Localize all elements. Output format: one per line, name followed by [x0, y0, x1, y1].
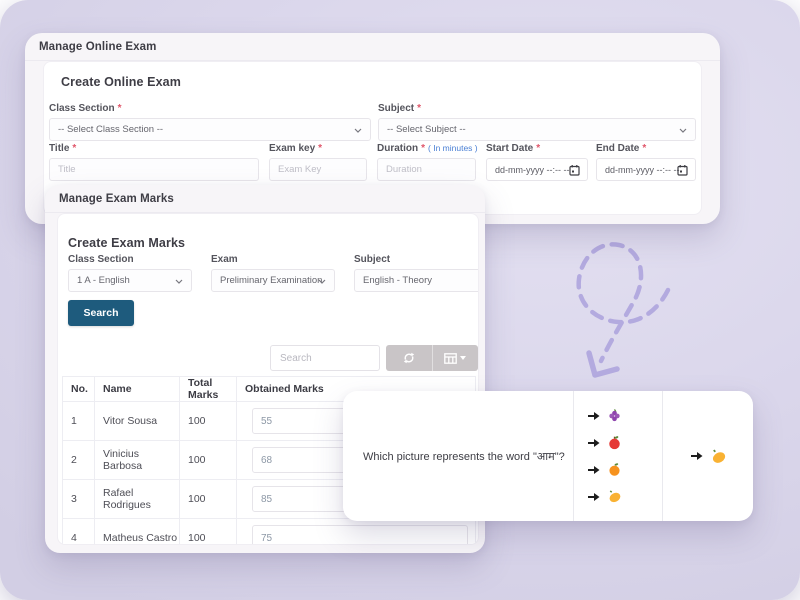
- col-header-no: No.: [62, 376, 95, 402]
- arrow-right-icon: [588, 411, 600, 420]
- class-section-field: Class Section * -- Select Class Section -…: [49, 103, 371, 141]
- table-row: 4 Matheus Castro 100: [62, 518, 476, 544]
- question-preview-card: Which picture represents the word "आम"?: [343, 391, 753, 521]
- doodle-arrow-icon: [576, 242, 671, 378]
- chevron-down-icon: [318, 279, 326, 284]
- table-search-input[interactable]: [270, 345, 380, 371]
- option-row: [574, 402, 662, 429]
- caret-down-icon: [460, 356, 467, 360]
- start-date-field: Start Date * dd-mm-yyyy --:-- --: [486, 143, 588, 181]
- arrow-right-icon: [690, 452, 702, 460]
- option-row: [574, 456, 662, 483]
- col-header-name: Name: [94, 376, 180, 402]
- chevron-down-icon: [679, 128, 687, 133]
- window-title: Manage Online Exam: [25, 33, 720, 61]
- calendar-icon: [677, 165, 688, 176]
- calendar-icon: [569, 165, 580, 176]
- exam-field: Exam Preliminary Examination: [211, 254, 335, 292]
- end-date-field: End Date * dd-mm-yyyy --:-- --: [596, 143, 696, 181]
- exam-key-field: Exam key *: [269, 143, 367, 181]
- search-button[interactable]: Search: [68, 300, 134, 326]
- exam-select[interactable]: Preliminary Examination: [211, 269, 335, 292]
- subject-field: Subject * -- Select Subject --: [378, 103, 696, 141]
- subject-select[interactable]: -- Select Subject --: [378, 118, 696, 141]
- section-title: Create Exam Marks: [68, 236, 186, 250]
- table-header-row: No. Name Total Marks Obtained Marks: [62, 376, 476, 402]
- arrow-right-icon: [588, 438, 600, 447]
- subject-select[interactable]: English - Theory: [354, 269, 478, 292]
- refresh-icon: [403, 352, 414, 364]
- question-text: Which picture represents the word "आम"?: [363, 450, 565, 463]
- create-online-exam-panel: Create Online Exam Class Section * -- Sel…: [43, 61, 702, 215]
- arrow-right-icon: [588, 492, 600, 501]
- class-section-select[interactable]: 1 A - English: [68, 269, 192, 292]
- orange-icon: [609, 463, 620, 476]
- mango-icon: [712, 449, 725, 463]
- exam-key-input[interactable]: [269, 158, 367, 181]
- option-row: [574, 429, 662, 456]
- apple-icon: [609, 436, 620, 450]
- start-date-input[interactable]: dd-mm-yyyy --:-- --: [486, 158, 588, 181]
- duration-input[interactable]: [377, 158, 476, 181]
- duration-field: Duration *( In minutes ): [377, 143, 478, 181]
- class-section-field: Class Section 1 A - English: [68, 254, 192, 292]
- arrow-right-icon: [588, 465, 600, 474]
- class-section-select[interactable]: -- Select Class Section --: [49, 118, 371, 141]
- section-title: Create Online Exam: [61, 75, 181, 89]
- title-field: Title *: [49, 143, 259, 181]
- end-date-input[interactable]: dd-mm-yyyy --:-- --: [596, 158, 696, 181]
- mango-icon: [609, 490, 621, 503]
- question-answer: [663, 391, 753, 521]
- answer-row: [690, 448, 727, 465]
- subject-field: Subject English - Theory: [354, 254, 478, 292]
- refresh-button[interactable]: [386, 345, 432, 371]
- col-header-obtained: Obtained Marks: [236, 376, 476, 402]
- title-input[interactable]: [49, 158, 259, 181]
- table-columns-icon: [444, 352, 458, 364]
- option-row: [574, 483, 662, 510]
- chevron-down-icon: [175, 279, 183, 284]
- col-header-total: Total Marks: [179, 376, 237, 402]
- window-title: Manage Exam Marks: [45, 185, 485, 213]
- manage-online-exam-window: Manage Online Exam Create Online Exam Cl…: [25, 33, 720, 224]
- grapes-icon: [609, 409, 620, 422]
- obtained-marks-input[interactable]: [252, 525, 468, 544]
- chevron-down-icon: [354, 128, 362, 133]
- table-toolbar: [386, 345, 478, 371]
- question-options: [573, 391, 663, 521]
- columns-button[interactable]: [431, 345, 479, 371]
